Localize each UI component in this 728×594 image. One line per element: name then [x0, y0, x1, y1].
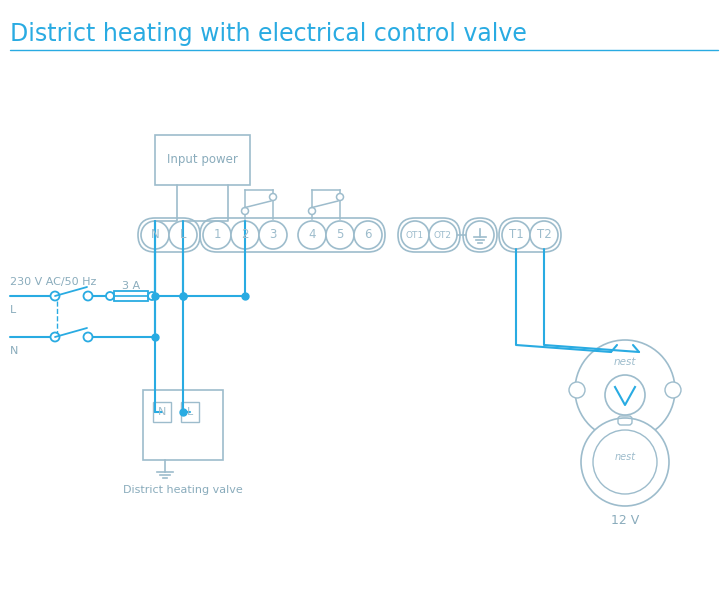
Circle shape	[309, 207, 315, 214]
Text: L: L	[10, 305, 16, 315]
Text: N: N	[151, 229, 159, 242]
Circle shape	[231, 221, 259, 249]
Circle shape	[269, 194, 277, 201]
Text: nest: nest	[614, 452, 636, 462]
Circle shape	[84, 292, 92, 301]
Circle shape	[298, 221, 326, 249]
Text: T2: T2	[537, 229, 551, 242]
Text: OT1: OT1	[406, 230, 424, 239]
Bar	[114, 291, 148, 301]
Circle shape	[50, 292, 60, 301]
Circle shape	[141, 221, 169, 249]
Text: OT2: OT2	[434, 230, 452, 239]
Bar	[155, 135, 250, 185]
Circle shape	[326, 221, 354, 249]
Circle shape	[242, 207, 248, 214]
Text: nest: nest	[614, 357, 636, 367]
Text: 3 A: 3 A	[122, 281, 140, 291]
Circle shape	[429, 221, 457, 249]
Circle shape	[84, 333, 92, 342]
Text: District heating valve: District heating valve	[123, 485, 243, 495]
Text: N: N	[158, 407, 166, 417]
Bar	[153, 402, 171, 422]
Circle shape	[106, 292, 114, 300]
Circle shape	[502, 221, 530, 249]
Text: L: L	[180, 229, 186, 242]
Circle shape	[665, 382, 681, 398]
Text: Input power: Input power	[167, 153, 238, 166]
Bar	[143, 390, 223, 460]
Circle shape	[530, 221, 558, 249]
Text: L: L	[187, 407, 193, 417]
Text: 2: 2	[241, 229, 249, 242]
Circle shape	[259, 221, 287, 249]
Circle shape	[466, 221, 494, 249]
Text: 4: 4	[308, 229, 316, 242]
Text: 12 V: 12 V	[611, 513, 639, 526]
Circle shape	[50, 333, 60, 342]
Circle shape	[401, 221, 429, 249]
Circle shape	[354, 221, 382, 249]
Circle shape	[336, 194, 344, 201]
Text: 230 V AC/50 Hz: 230 V AC/50 Hz	[10, 277, 96, 287]
Circle shape	[575, 340, 675, 440]
Circle shape	[569, 382, 585, 398]
Bar	[181, 402, 199, 422]
Text: District heating with electrical control valve: District heating with electrical control…	[10, 22, 527, 46]
Circle shape	[593, 430, 657, 494]
Circle shape	[605, 375, 645, 415]
Text: 5: 5	[336, 229, 344, 242]
Text: N: N	[10, 346, 18, 356]
Circle shape	[581, 418, 669, 506]
Circle shape	[169, 221, 197, 249]
Circle shape	[148, 292, 156, 300]
Text: 3: 3	[269, 229, 277, 242]
Text: 6: 6	[364, 229, 372, 242]
Text: T1: T1	[509, 229, 523, 242]
Text: 1: 1	[213, 229, 221, 242]
Circle shape	[203, 221, 231, 249]
